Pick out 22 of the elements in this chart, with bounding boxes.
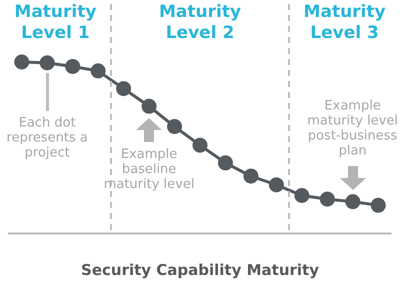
point [90, 63, 106, 78]
text: Maturity Level 3 [304, 2, 386, 43]
point [268, 177, 284, 192]
point [40, 55, 55, 70]
point [192, 138, 208, 153]
point [243, 168, 258, 184]
point [167, 119, 182, 134]
point [14, 54, 30, 70]
annotation: Example maturity level post-business plan [307, 98, 398, 159]
point [294, 188, 310, 204]
point [116, 81, 132, 96]
annotation: Each dot represents a project [6, 116, 88, 161]
point [320, 192, 335, 207]
point [345, 194, 360, 210]
x-axis-title: Security Capability Maturity [81, 260, 320, 279]
point [65, 58, 80, 74]
annotation: Example baseline maturity level [104, 147, 194, 192]
text: Maturity Level 2 [158, 2, 242, 43]
point [370, 198, 386, 213]
text: Maturity Level 1 [14, 2, 96, 43]
point [142, 98, 157, 114]
point [218, 155, 233, 170]
